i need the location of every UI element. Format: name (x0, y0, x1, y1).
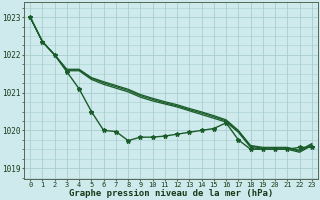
X-axis label: Graphe pression niveau de la mer (hPa): Graphe pression niveau de la mer (hPa) (69, 189, 273, 198)
